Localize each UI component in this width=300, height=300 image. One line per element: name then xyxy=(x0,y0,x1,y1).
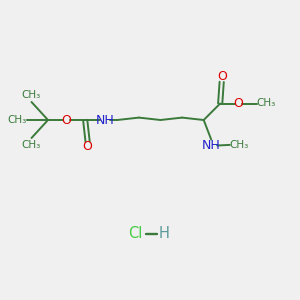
Text: Cl: Cl xyxy=(128,226,142,242)
Text: NH: NH xyxy=(95,113,114,127)
Text: O: O xyxy=(233,97,243,110)
Text: CH₃: CH₃ xyxy=(8,115,27,125)
Text: CH₃: CH₃ xyxy=(229,140,248,151)
Text: CH₃: CH₃ xyxy=(21,90,40,100)
Text: CH₃: CH₃ xyxy=(257,98,276,109)
Text: CH₃: CH₃ xyxy=(21,140,40,150)
Text: NH: NH xyxy=(202,139,220,152)
Text: O: O xyxy=(217,70,226,83)
Text: O: O xyxy=(83,140,92,154)
Text: O: O xyxy=(62,113,71,127)
Text: H: H xyxy=(159,226,170,242)
